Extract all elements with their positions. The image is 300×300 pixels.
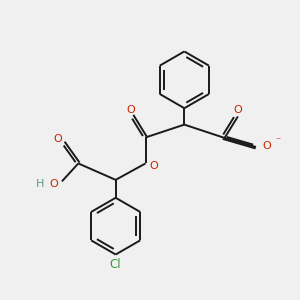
Text: O: O	[54, 134, 62, 144]
Text: O: O	[149, 160, 158, 170]
Text: O: O	[234, 105, 242, 115]
Text: ⁻: ⁻	[276, 136, 281, 147]
Text: O: O	[126, 105, 135, 115]
Text: O: O	[49, 179, 58, 189]
Text: Cl: Cl	[110, 258, 122, 271]
Text: O: O	[262, 140, 271, 151]
Text: H: H	[36, 179, 45, 189]
